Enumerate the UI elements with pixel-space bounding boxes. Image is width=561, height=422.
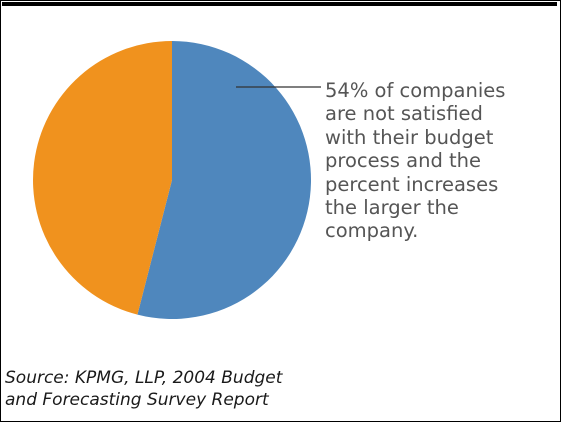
pie-slice-other [33,41,172,315]
top-border-bar [2,2,557,6]
annotation-line: process and the [325,149,482,173]
source-line: Source: KPMG, LLP, 2004 Budget [5,368,283,388]
annotation-line: the larger the [325,196,459,220]
annotation-line: are not satisfied [325,102,483,126]
annotation-line: company. [325,219,419,243]
annotation-line: 54% of companies [325,79,506,102]
annotation-line: with their budget [325,125,494,149]
annotation-line: percent increases [325,172,499,196]
source-citation: Source: KPMG, LLP, 2004 Budget and Forec… [5,367,282,411]
pie-annotation: 54% of companies are not satisfied with … [325,79,545,243]
source-line: and Forecasting Survey Report [5,390,269,410]
pie-slice-not-satisfied [137,40,312,320]
